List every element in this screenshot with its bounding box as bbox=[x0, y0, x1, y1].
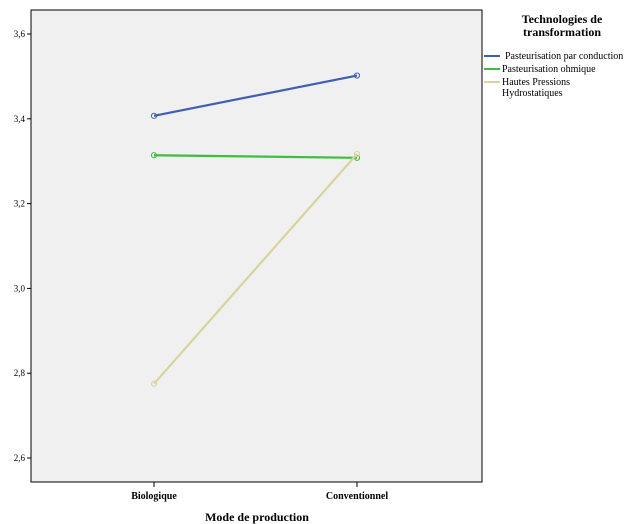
data-point bbox=[353, 72, 361, 79]
series-lines bbox=[150, 72, 361, 387]
x-axis: Biologique Conventionnel bbox=[131, 482, 388, 502]
y-tick-label: 3,4 bbox=[14, 114, 26, 124]
series-line bbox=[153, 154, 358, 159]
legend-label: Hautes Pressions bbox=[502, 77, 570, 88]
legend-title: transformation bbox=[523, 25, 601, 39]
legend-label: Hydrostatiques bbox=[502, 88, 563, 99]
y-tick-label: 3,0 bbox=[14, 283, 26, 293]
legend-label: Pasteurisation ohmique bbox=[502, 64, 596, 75]
y-tick-label: 3,2 bbox=[14, 199, 25, 209]
series-line bbox=[153, 153, 358, 385]
x-tick-label: Conventionnel bbox=[326, 491, 388, 502]
y-axis: 2,6 2,8 3,0 3,2 3,4 3,6 bbox=[14, 29, 31, 463]
legend-label: Pasteurisation par conduction bbox=[505, 51, 623, 62]
series-line bbox=[153, 74, 358, 117]
x-tick-label: Biologique bbox=[131, 491, 177, 502]
y-tick-label: 2,6 bbox=[14, 453, 26, 463]
y-tick-label: 2,8 bbox=[14, 368, 26, 378]
data-point bbox=[150, 380, 158, 387]
plot-area bbox=[30, 9, 483, 483]
data-point bbox=[353, 150, 361, 158]
data-point bbox=[150, 112, 158, 119]
y-tick-label: 3,6 bbox=[14, 29, 26, 39]
x-axis-title: Mode de production bbox=[205, 510, 309, 524]
legend-title: Technologies de bbox=[522, 12, 603, 26]
data-point bbox=[150, 152, 158, 159]
